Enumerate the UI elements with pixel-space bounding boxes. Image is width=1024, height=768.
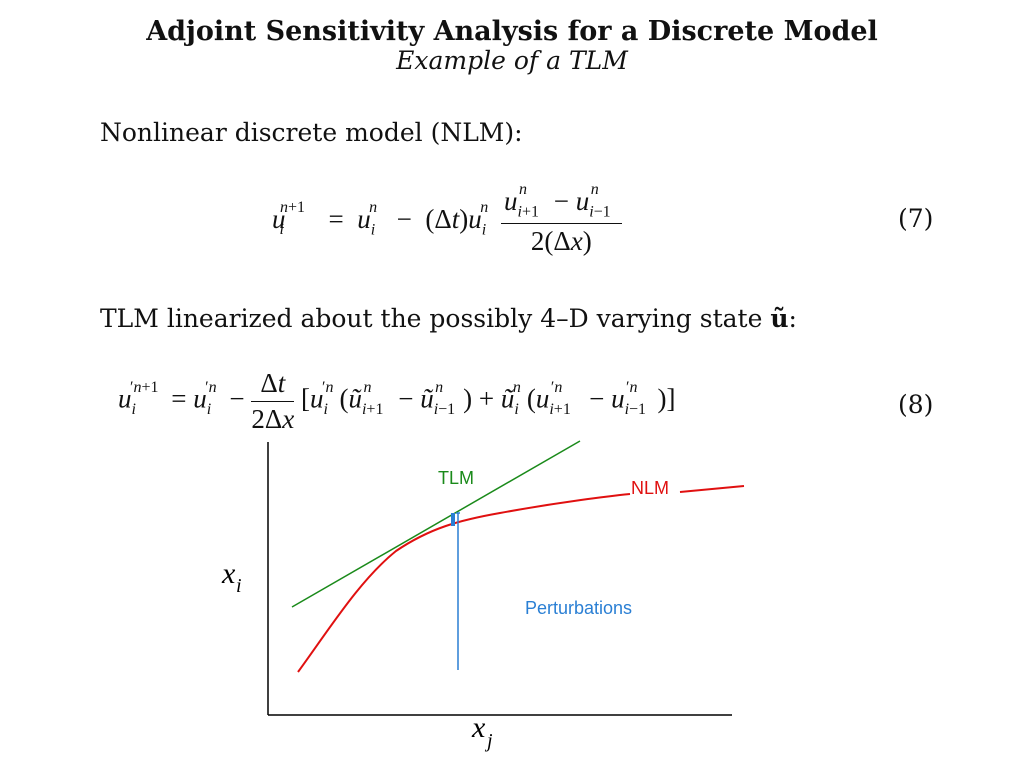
slide-title: Adjoint Sensitivity Analysis for a Discr… — [146, 16, 878, 47]
equation-7-number: (7) — [898, 204, 934, 233]
equation-8: ui′n+1 = ui′n − Δt 2Δx [ui′n (ũi+1n − ũi−1… — [118, 368, 676, 434]
equation-7: uin+1 = uin − (Δt)uin ui+1n − ui−1n 2(Δx… — [272, 181, 622, 257]
y-axis-label-subscript: i — [236, 575, 242, 597]
state-symbol: ũ — [770, 304, 789, 333]
nlm-heading: Nonlinear discrete model (NLM): — [100, 118, 523, 147]
x-axis-label-subscript: j — [484, 730, 493, 752]
y-axis-label: x — [221, 557, 236, 590]
tlm-heading-text: TLM linearized about the possibly 4–D va… — [100, 304, 771, 333]
perturbation-marker — [451, 513, 455, 526]
nlm-label: NLM — [631, 478, 669, 498]
tlm-heading: TLM linearized about the possibly 4–D va… — [100, 304, 797, 333]
equation-8-number: (8) — [898, 390, 934, 419]
tlm-label: TLM — [438, 468, 474, 488]
nlm-curve-tail — [679, 485, 745, 493]
perturbations-label: Perturbations — [525, 598, 632, 618]
nlm-curve — [297, 493, 631, 673]
slide-subtitle: Example of a TLM — [396, 46, 628, 75]
tlm-heading-colon: : — [788, 304, 797, 333]
tlm-line — [291, 440, 581, 608]
x-axis-label: x — [471, 711, 486, 744]
